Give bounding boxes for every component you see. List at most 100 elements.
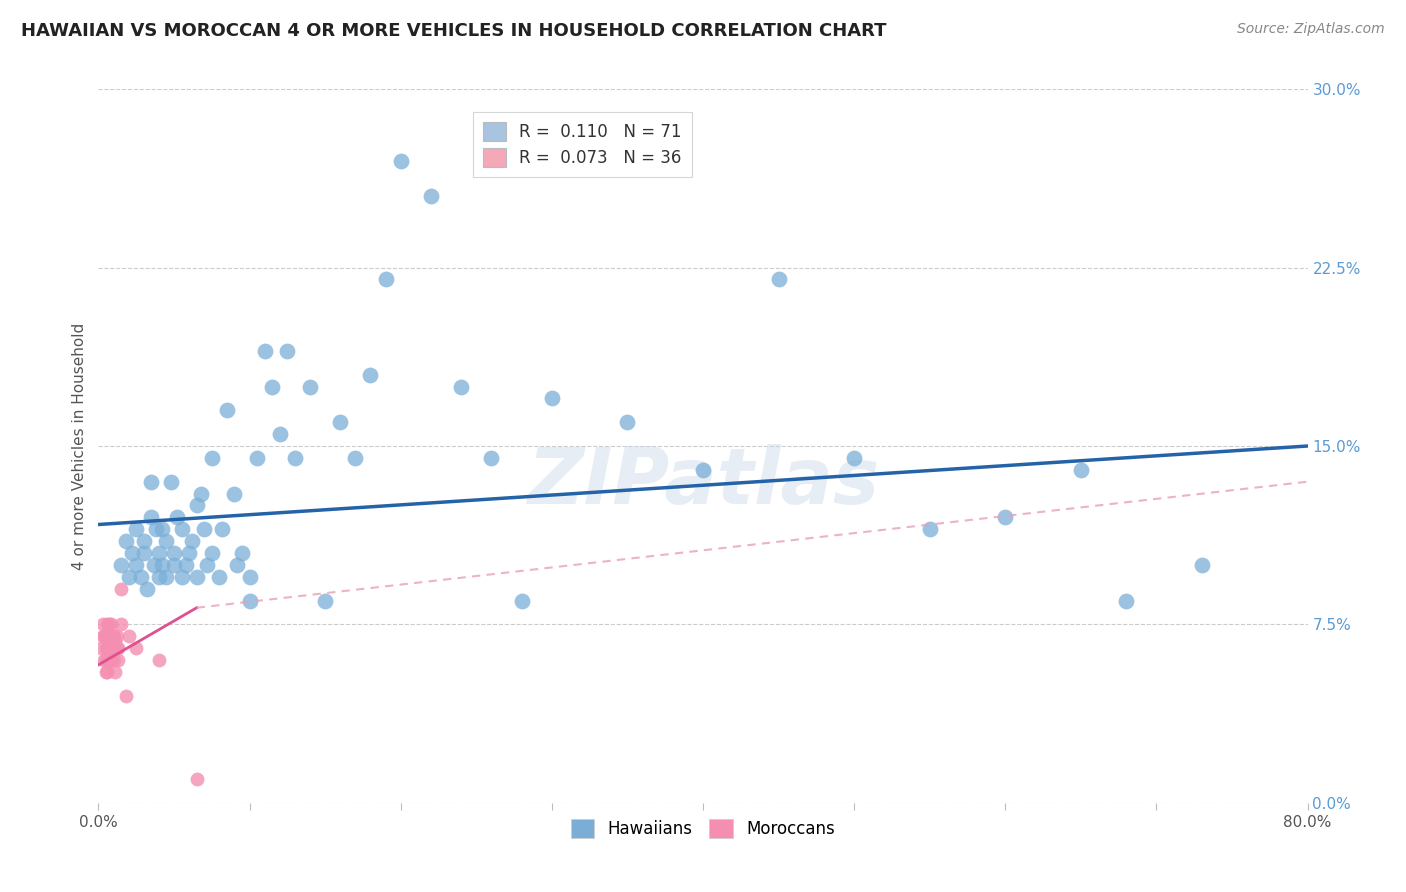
Point <box>186 499 208 513</box>
Point <box>150 558 173 572</box>
Point <box>125 641 148 656</box>
Point <box>118 570 141 584</box>
Point <box>104 634 127 648</box>
Point <box>96 641 118 656</box>
Point <box>110 582 132 596</box>
Point <box>141 510 163 524</box>
Point <box>994 510 1017 524</box>
Text: HAWAIIAN VS MOROCCAN 4 OR MORE VEHICLES IN HOUSEHOLD CORRELATION CHART: HAWAIIAN VS MOROCCAN 4 OR MORE VEHICLES … <box>21 22 887 40</box>
Point <box>201 450 224 465</box>
Point <box>93 653 115 667</box>
Point <box>155 534 177 549</box>
Point <box>94 653 117 667</box>
Point <box>768 272 790 286</box>
Point <box>94 629 117 643</box>
Point <box>450 379 472 393</box>
Point <box>284 450 307 465</box>
Point <box>163 546 186 560</box>
Point <box>510 593 533 607</box>
Point <box>148 653 170 667</box>
Point <box>105 629 128 643</box>
Legend: Hawaiians, Moroccans: Hawaiians, Moroccans <box>564 812 842 845</box>
Point <box>98 641 121 656</box>
Point <box>90 641 112 656</box>
Point <box>103 653 125 667</box>
Point <box>186 570 208 584</box>
Point <box>1115 593 1137 607</box>
Point <box>96 617 118 632</box>
Point <box>269 427 291 442</box>
Point <box>125 558 148 572</box>
Point <box>114 689 136 703</box>
Point <box>103 641 125 656</box>
Text: ZIPatlas: ZIPatlas <box>527 443 879 520</box>
Point <box>208 570 231 584</box>
Point <box>98 617 121 632</box>
Point <box>195 558 218 572</box>
Point <box>276 343 298 358</box>
Point <box>481 450 503 465</box>
Point <box>215 403 238 417</box>
Point <box>145 522 167 536</box>
Point <box>107 653 129 667</box>
Point <box>616 415 638 429</box>
Point <box>374 272 396 286</box>
Point <box>420 189 443 203</box>
Point <box>170 570 193 584</box>
Point <box>844 450 866 465</box>
Point <box>132 534 155 549</box>
Point <box>329 415 352 429</box>
Point <box>186 772 208 786</box>
Point <box>239 593 262 607</box>
Point <box>105 641 128 656</box>
Point <box>110 617 132 632</box>
Point <box>91 617 114 632</box>
Point <box>141 475 163 489</box>
Point <box>96 665 118 679</box>
Point <box>121 546 143 560</box>
Point <box>104 665 127 679</box>
Point <box>1070 463 1092 477</box>
Point <box>118 629 141 643</box>
Point <box>1191 558 1213 572</box>
Point <box>201 546 224 560</box>
Point <box>107 641 129 656</box>
Point <box>101 641 124 656</box>
Point <box>160 475 183 489</box>
Y-axis label: 4 or more Vehicles in Household: 4 or more Vehicles in Household <box>72 322 87 570</box>
Point <box>143 558 166 572</box>
Point <box>132 546 155 560</box>
Point <box>181 534 204 549</box>
Point <box>93 629 115 643</box>
Point <box>170 522 193 536</box>
Point <box>100 634 122 648</box>
Point <box>231 546 253 560</box>
Point <box>163 558 186 572</box>
Point <box>262 379 284 393</box>
Point <box>918 522 941 536</box>
Point <box>148 546 170 560</box>
Point <box>360 368 382 382</box>
Point <box>114 534 136 549</box>
Point <box>239 570 262 584</box>
Point <box>100 617 122 632</box>
Point <box>166 510 188 524</box>
Point <box>314 593 336 607</box>
Point <box>101 629 124 643</box>
Point <box>692 463 714 477</box>
Point <box>246 450 269 465</box>
Point <box>190 486 212 500</box>
Point <box>98 653 121 667</box>
Point <box>224 486 246 500</box>
Point <box>150 522 173 536</box>
Point <box>100 653 122 667</box>
Point <box>211 522 233 536</box>
Point <box>226 558 249 572</box>
Point <box>125 522 148 536</box>
Point <box>129 570 152 584</box>
Point <box>110 558 132 572</box>
Text: Source: ZipAtlas.com: Source: ZipAtlas.com <box>1237 22 1385 37</box>
Point <box>193 522 215 536</box>
Point <box>91 629 114 643</box>
Point <box>94 641 117 656</box>
